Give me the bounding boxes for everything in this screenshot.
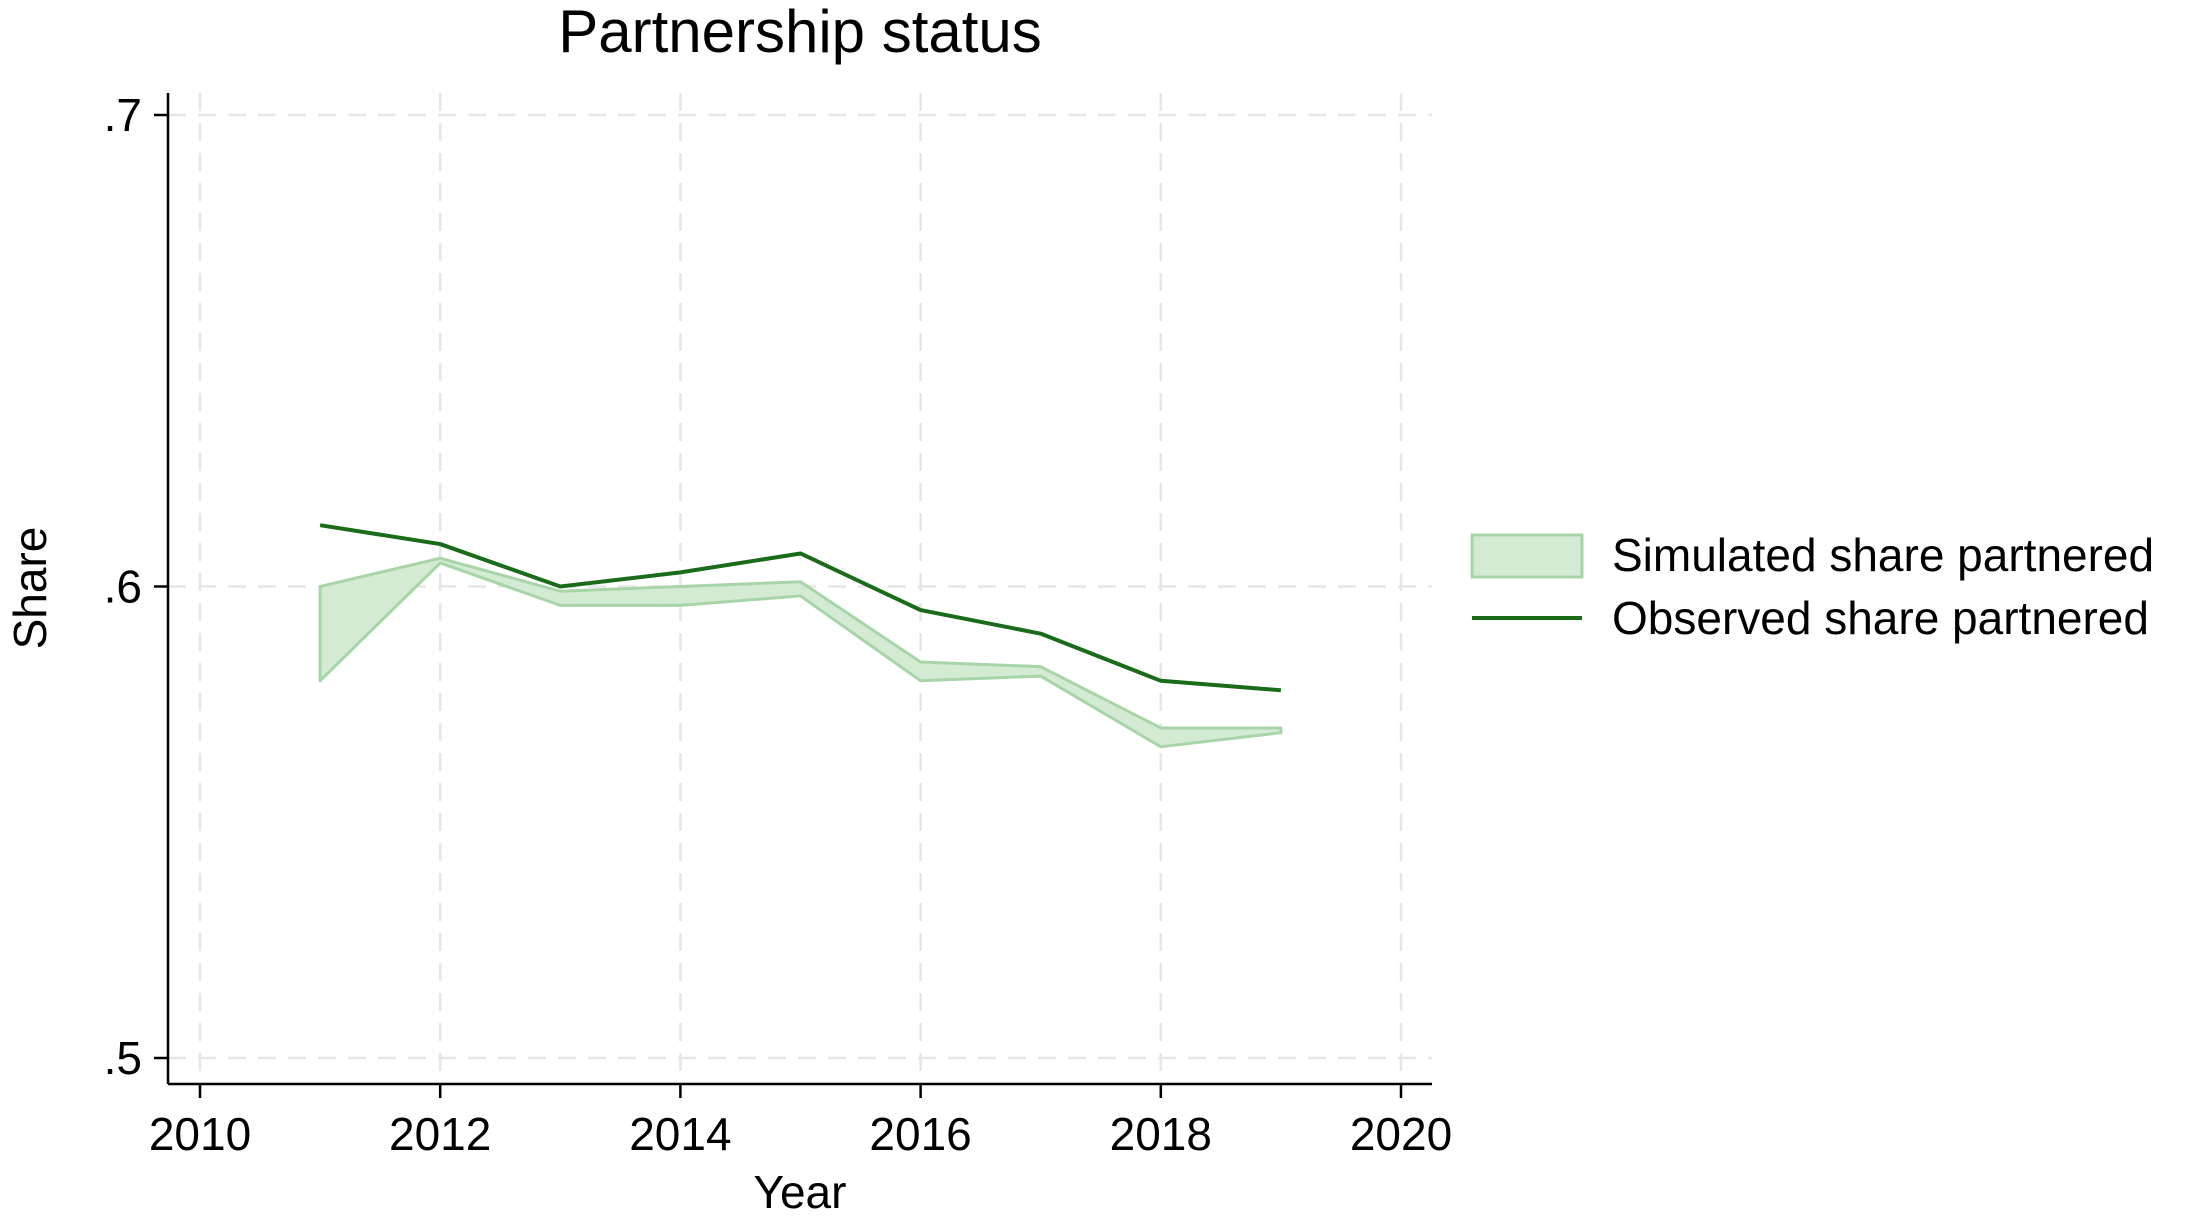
y-axis-label: Share	[4, 527, 56, 650]
x-tick-label: 2018	[1110, 1108, 1212, 1160]
x-tick-label: 2016	[869, 1108, 971, 1160]
grid	[168, 93, 1432, 1084]
x-axis-label: Year	[754, 1166, 847, 1218]
chart-title: Partnership status	[558, 0, 1042, 65]
observed-line-layer	[319, 523, 1282, 693]
y-tick-label: .5	[104, 1032, 142, 1084]
legend-label-observed: Observed share partnered	[1612, 592, 2149, 644]
simulated-band-layer	[318, 556, 1283, 749]
y-tick-label: .7	[104, 89, 142, 141]
x-tick-label: 2020	[1350, 1108, 1452, 1160]
x-tick-label: 2010	[149, 1108, 251, 1160]
x-tick-label: 2014	[629, 1108, 731, 1160]
legend-swatch-simulated	[1470, 533, 1584, 579]
x-tick-label: 2012	[389, 1108, 491, 1160]
y-tick-label: .6	[104, 561, 142, 613]
observed-share-line	[319, 523, 1282, 693]
legend-label-simulated: Simulated share partnered	[1612, 529, 2154, 581]
x-ticks: 2010 2012 2014 2016 2018 2020	[149, 1084, 1452, 1160]
y-ticks: .5 .6 .7	[104, 89, 168, 1084]
legend: Simulated share partnered Observed share…	[1470, 529, 2154, 644]
simulated-share-band	[318, 556, 1283, 749]
